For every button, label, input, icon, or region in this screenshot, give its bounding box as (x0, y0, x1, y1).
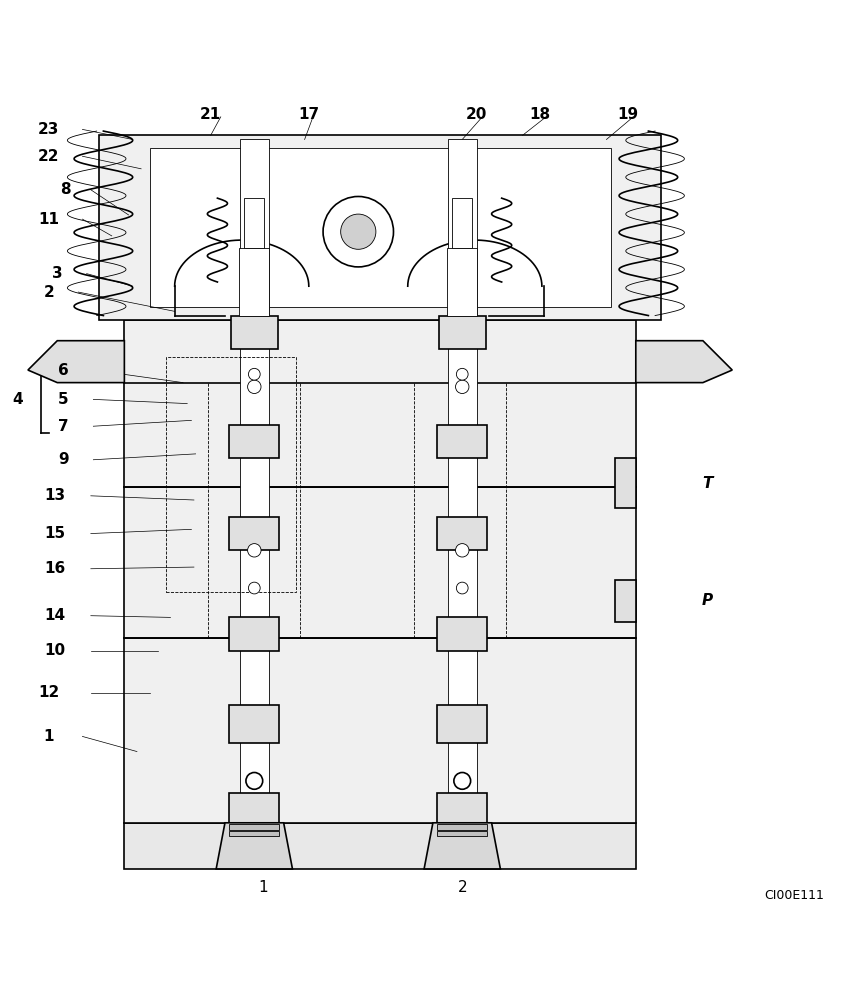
Bar (124, 320, 636, 487)
Text: 5: 5 (58, 392, 68, 407)
Circle shape (457, 582, 468, 594)
Bar (124, 823, 636, 869)
Bar (437, 425, 487, 458)
Text: 2: 2 (44, 285, 54, 300)
Bar (437, 617, 487, 651)
Circle shape (456, 380, 469, 394)
Text: 4: 4 (13, 392, 23, 407)
Text: 16: 16 (44, 561, 65, 576)
Bar (230, 831, 279, 836)
Text: 13: 13 (44, 488, 65, 503)
Bar (244, 198, 264, 248)
Text: T: T (702, 476, 712, 491)
Text: 1: 1 (258, 880, 268, 895)
Circle shape (248, 582, 260, 594)
Text: 20: 20 (466, 107, 487, 122)
Text: 3: 3 (52, 266, 62, 281)
Bar (447, 139, 477, 856)
Bar (437, 793, 487, 840)
Bar (437, 831, 487, 836)
Text: 12: 12 (38, 685, 60, 700)
Circle shape (341, 214, 376, 249)
Text: CI00E111: CI00E111 (765, 889, 825, 902)
Text: 11: 11 (38, 212, 59, 227)
Text: 22: 22 (38, 149, 60, 164)
Bar (231, 316, 278, 349)
Text: 8: 8 (61, 182, 71, 197)
Bar (100, 135, 661, 320)
Circle shape (323, 196, 393, 267)
Bar (230, 517, 279, 550)
Circle shape (248, 368, 260, 380)
Bar (230, 705, 279, 743)
Text: 6: 6 (57, 363, 68, 378)
Polygon shape (28, 341, 124, 383)
Bar (166, 357, 296, 592)
Circle shape (456, 544, 469, 557)
Polygon shape (216, 823, 293, 869)
Text: 1: 1 (44, 729, 54, 744)
Text: 18: 18 (529, 107, 550, 122)
Bar (437, 824, 487, 830)
Text: 21: 21 (200, 107, 221, 122)
Text: 2: 2 (457, 880, 467, 895)
Bar (124, 638, 636, 823)
Text: 15: 15 (44, 526, 65, 541)
Text: 17: 17 (298, 107, 319, 122)
Bar (230, 793, 279, 840)
Bar (447, 248, 478, 316)
Polygon shape (636, 341, 733, 383)
Bar (439, 316, 485, 349)
Bar (230, 425, 279, 458)
Text: 23: 23 (38, 122, 60, 137)
Text: P: P (701, 593, 712, 608)
Text: 19: 19 (617, 107, 638, 122)
Bar (230, 824, 279, 830)
Text: 9: 9 (58, 452, 68, 467)
Bar (230, 617, 279, 651)
Bar (614, 580, 636, 622)
Bar (240, 139, 269, 856)
Text: 7: 7 (58, 419, 68, 434)
Circle shape (247, 544, 261, 557)
Polygon shape (424, 823, 500, 869)
Bar (124, 487, 636, 638)
Bar (239, 248, 269, 316)
Bar (452, 198, 473, 248)
Circle shape (454, 772, 471, 789)
Bar (614, 458, 636, 508)
Circle shape (457, 368, 468, 380)
Text: 10: 10 (44, 643, 65, 658)
Bar (149, 148, 611, 307)
Bar (437, 705, 487, 743)
Circle shape (247, 380, 261, 394)
Circle shape (246, 772, 262, 789)
Bar (437, 517, 487, 550)
Text: 14: 14 (44, 608, 65, 623)
